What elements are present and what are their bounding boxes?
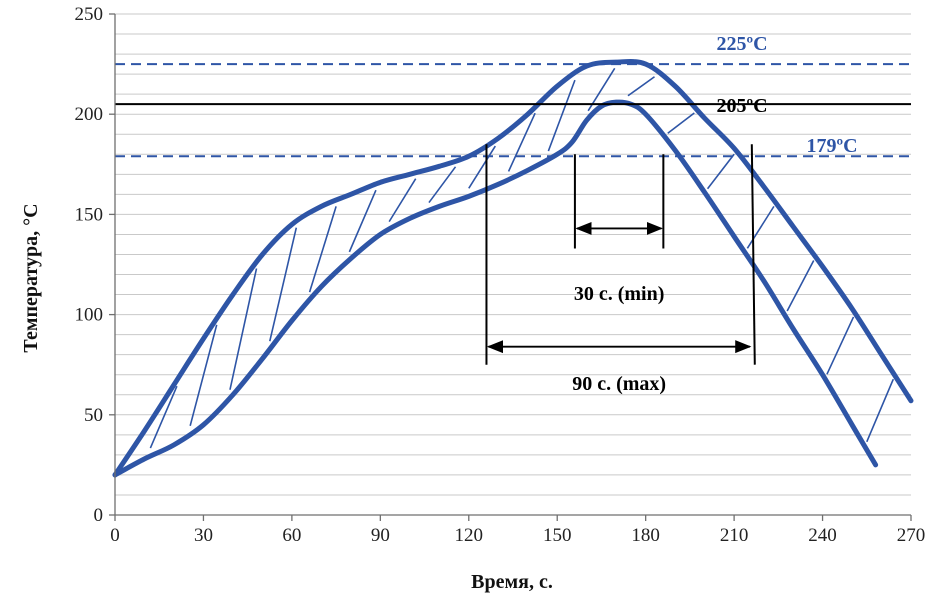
hatch-line bbox=[348, 189, 377, 253]
x-tick-label: 60 bbox=[282, 525, 301, 546]
hatch-line bbox=[547, 79, 576, 152]
hatch-fill bbox=[149, 67, 895, 449]
reference-label-179: 179ºC bbox=[806, 135, 857, 157]
hatch-line bbox=[468, 145, 496, 189]
profile-curves bbox=[112, 58, 914, 478]
hatch-line bbox=[229, 268, 258, 390]
hatch-line bbox=[308, 206, 337, 293]
y-tick-label: 150 bbox=[75, 204, 104, 225]
hatch-line bbox=[149, 385, 178, 449]
reference-lines: 225ºC 205ºC 179ºC bbox=[115, 33, 911, 158]
hatch-line bbox=[826, 316, 855, 375]
interval-end-line bbox=[750, 144, 756, 365]
hatch-line bbox=[388, 178, 417, 223]
lower-bound-curve bbox=[112, 99, 879, 478]
y-tick-label: 0 bbox=[94, 505, 104, 526]
reference-label-205: 205ºC bbox=[716, 95, 767, 117]
hatch-line bbox=[428, 166, 457, 204]
hatch-line bbox=[866, 378, 895, 443]
axes: 0 50 100 150 200 250 0 30 60 90 120 150 180 210 240 270 bbox=[75, 4, 926, 546]
x-tick-label: 90 bbox=[371, 525, 390, 546]
x-tick-label: 0 bbox=[110, 525, 120, 546]
x-tick-label: 150 bbox=[543, 525, 572, 546]
y-tick-label: 250 bbox=[75, 4, 104, 25]
x-tick-label: 270 bbox=[897, 525, 926, 546]
y-axis-title: Температура, °C bbox=[20, 203, 42, 352]
hatch-line bbox=[268, 227, 298, 342]
gridlines bbox=[115, 13, 911, 496]
interval-label: 30 с. (min) bbox=[574, 283, 665, 305]
x-axis-title: Время, с. bbox=[471, 571, 553, 593]
upper-bound-curve bbox=[112, 58, 914, 478]
hatch-line bbox=[189, 324, 218, 427]
x-tick-label: 180 bbox=[631, 525, 660, 546]
x-tick-label: 30 bbox=[194, 525, 213, 546]
reference-label-225: 225ºC bbox=[716, 33, 767, 55]
hatch-line bbox=[706, 153, 735, 190]
hatch-line bbox=[746, 205, 775, 249]
y-tick-label: 200 bbox=[75, 104, 104, 125]
y-tick-label: 50 bbox=[84, 405, 103, 426]
x-tick-label: 240 bbox=[808, 525, 837, 546]
time-interval-markers: 30 с. (min) 90 с. (max) bbox=[485, 144, 756, 395]
y-tick-label: 100 bbox=[75, 305, 104, 326]
x-tick-label: 210 bbox=[720, 525, 749, 546]
hatch-line bbox=[507, 112, 536, 172]
hatch-line bbox=[627, 76, 655, 97]
interval-label: 90 с. (max) bbox=[572, 373, 666, 395]
hatch-line bbox=[667, 112, 695, 134]
hatch-line bbox=[786, 260, 815, 312]
x-tick-label: 120 bbox=[455, 525, 484, 546]
